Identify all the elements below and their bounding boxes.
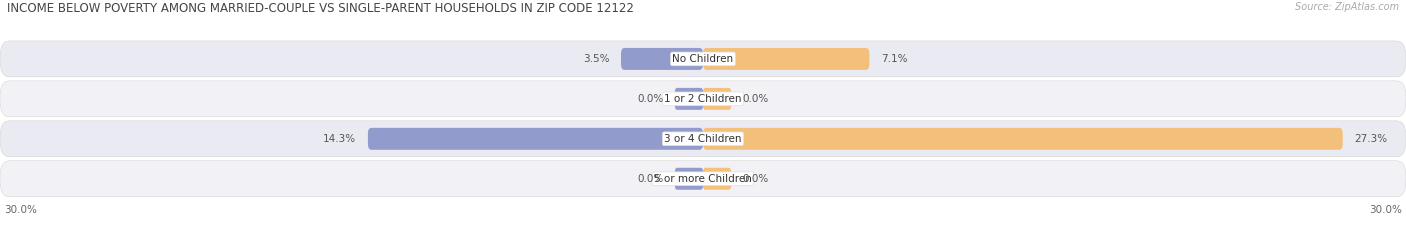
Text: 14.3%: 14.3% <box>323 134 356 144</box>
Text: 3.5%: 3.5% <box>582 54 609 64</box>
Text: 0.0%: 0.0% <box>637 174 664 184</box>
Text: 0.0%: 0.0% <box>742 94 769 104</box>
FancyBboxPatch shape <box>621 48 703 70</box>
Text: 7.1%: 7.1% <box>882 54 908 64</box>
FancyBboxPatch shape <box>368 128 703 150</box>
Text: INCOME BELOW POVERTY AMONG MARRIED-COUPLE VS SINGLE-PARENT HOUSEHOLDS IN ZIP COD: INCOME BELOW POVERTY AMONG MARRIED-COUPL… <box>7 2 634 15</box>
FancyBboxPatch shape <box>675 168 703 190</box>
Text: 3 or 4 Children: 3 or 4 Children <box>664 134 742 144</box>
Text: No Children: No Children <box>672 54 734 64</box>
Text: 0.0%: 0.0% <box>742 174 769 184</box>
Text: 0.0%: 0.0% <box>637 94 664 104</box>
Text: 5 or more Children: 5 or more Children <box>654 174 752 184</box>
FancyBboxPatch shape <box>675 88 703 110</box>
FancyBboxPatch shape <box>0 121 1406 157</box>
FancyBboxPatch shape <box>703 48 869 70</box>
Text: Source: ZipAtlas.com: Source: ZipAtlas.com <box>1295 2 1399 12</box>
FancyBboxPatch shape <box>0 41 1406 77</box>
Text: 30.0%: 30.0% <box>4 205 37 215</box>
Text: 1 or 2 Children: 1 or 2 Children <box>664 94 742 104</box>
FancyBboxPatch shape <box>0 81 1406 117</box>
Text: 30.0%: 30.0% <box>1369 205 1402 215</box>
Text: 27.3%: 27.3% <box>1354 134 1388 144</box>
FancyBboxPatch shape <box>703 88 731 110</box>
FancyBboxPatch shape <box>0 161 1406 197</box>
FancyBboxPatch shape <box>703 128 1343 150</box>
FancyBboxPatch shape <box>703 168 731 190</box>
